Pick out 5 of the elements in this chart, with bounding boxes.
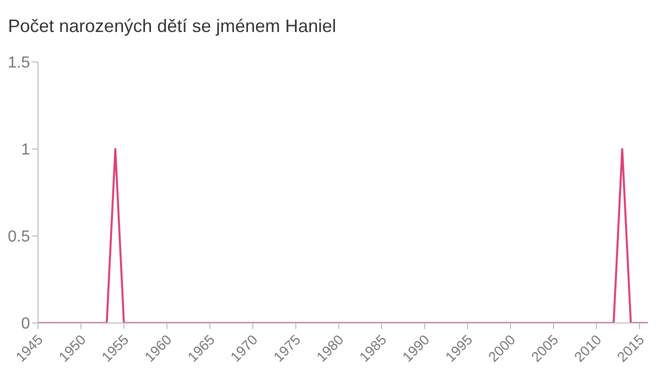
y-tick-label: 0: [21, 316, 30, 333]
y-tick-label: 0.5: [8, 228, 30, 246]
y-tick-label: 1: [21, 142, 30, 159]
y-tick-label: 1.5: [8, 54, 30, 72]
chart-title: Počet narozených dětí se jménem Haniel: [8, 16, 336, 37]
